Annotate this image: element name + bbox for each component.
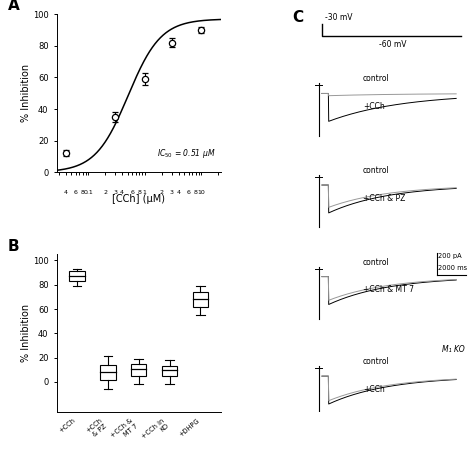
Text: 0.1: 0.1	[83, 190, 93, 195]
Bar	[131, 364, 146, 376]
Text: 4: 4	[120, 190, 124, 195]
Text: B: B	[8, 238, 19, 254]
Text: control: control	[363, 258, 390, 267]
Text: 2000 ms: 2000 ms	[438, 265, 467, 272]
Text: 3: 3	[170, 190, 173, 195]
Text: 8: 8	[137, 190, 141, 195]
Text: control: control	[363, 357, 390, 366]
Text: +CCh & MT 7: +CCh & MT 7	[363, 285, 414, 294]
Text: 2: 2	[103, 190, 107, 195]
Text: +CCh: +CCh	[363, 102, 384, 111]
Text: 1: 1	[143, 190, 146, 195]
Y-axis label: % Inhibition: % Inhibition	[21, 304, 31, 363]
Text: M₁ KO: M₁ KO	[442, 345, 465, 354]
Text: -30 mV: -30 mV	[325, 13, 353, 22]
Text: 10: 10	[197, 190, 205, 195]
Text: control: control	[363, 166, 390, 175]
Text: +CCh & PZ: +CCh & PZ	[363, 194, 405, 203]
Bar	[193, 292, 208, 307]
Text: -60 mV: -60 mV	[379, 40, 407, 49]
Text: 3: 3	[113, 190, 117, 195]
Bar	[100, 365, 116, 380]
Text: 6: 6	[187, 190, 191, 195]
Text: 4: 4	[177, 190, 181, 195]
Text: 6: 6	[130, 190, 134, 195]
Text: 8: 8	[194, 190, 198, 195]
Text: 2: 2	[160, 190, 164, 195]
Text: C: C	[292, 10, 304, 25]
Text: control: control	[363, 74, 390, 83]
Text: A: A	[8, 0, 19, 13]
Bar	[69, 272, 85, 281]
Text: 200 pA: 200 pA	[438, 253, 462, 259]
Text: 8: 8	[81, 190, 84, 195]
Text: 6: 6	[73, 190, 78, 195]
X-axis label: [CCh] (μM): [CCh] (μM)	[112, 194, 165, 204]
Text: +CCh: +CCh	[363, 385, 384, 394]
Text: 4: 4	[64, 190, 68, 195]
Bar	[162, 366, 177, 376]
Text: $IC_{50}$ = 0.51 μM: $IC_{50}$ = 0.51 μM	[157, 147, 216, 160]
Y-axis label: % Inhibition: % Inhibition	[21, 64, 31, 122]
